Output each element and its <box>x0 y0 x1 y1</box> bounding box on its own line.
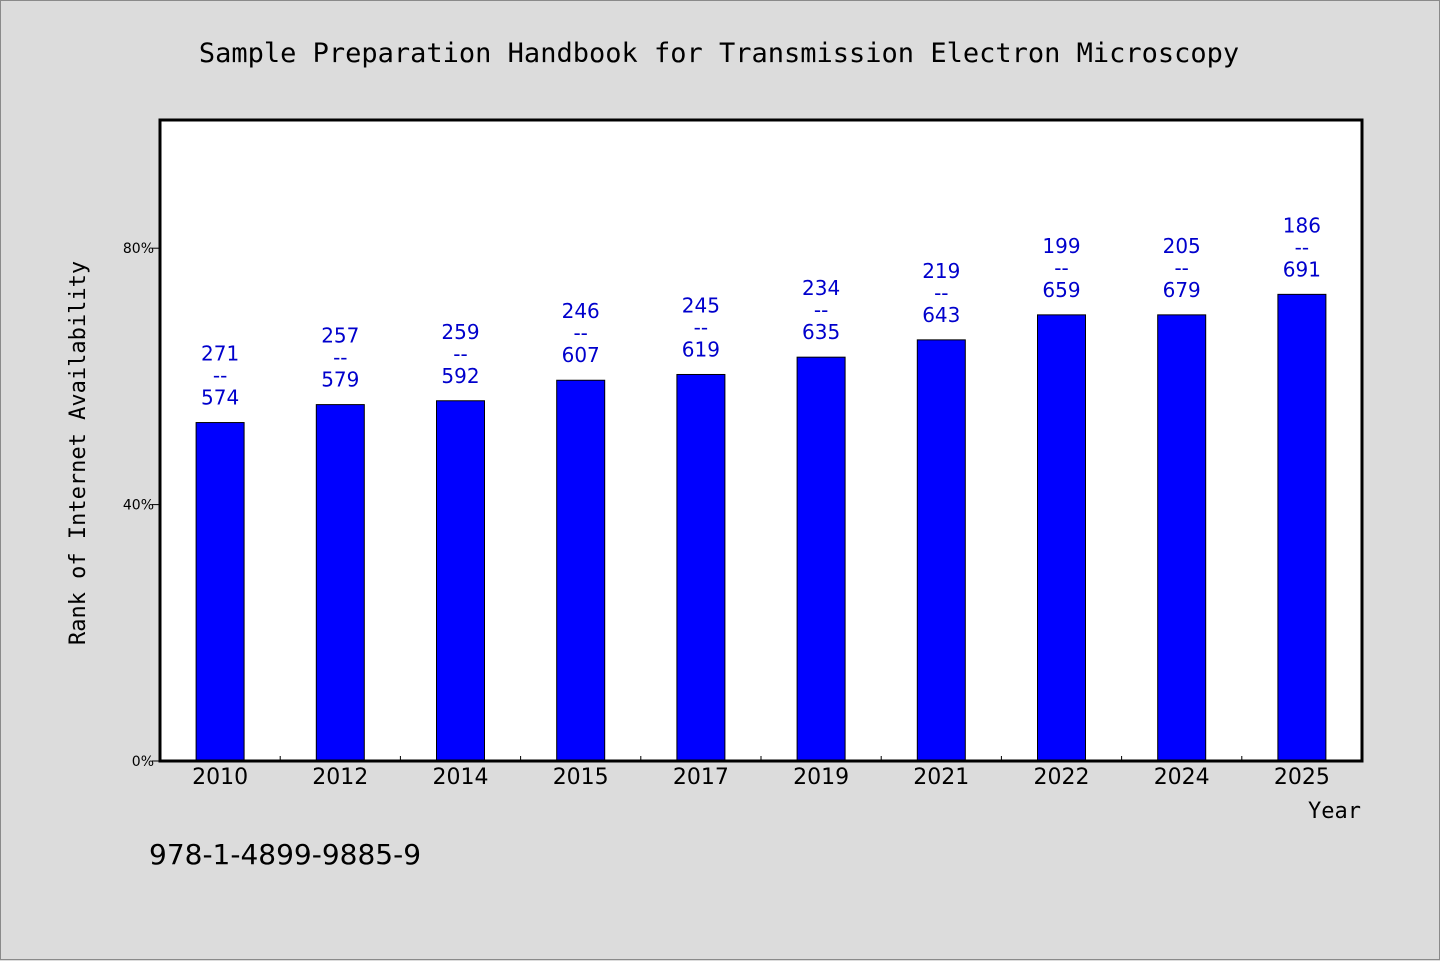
bar-label-2019-line-0: 234 <box>802 276 840 300</box>
x-tick-label-2010: 2010 <box>192 765 248 790</box>
bar-label-2010-line-1: -- <box>213 364 227 388</box>
bar-label-2012-line-1: -- <box>333 346 347 370</box>
bar-label-2010-line-2: 574 <box>201 386 239 410</box>
bar-label-2021-line-2: 643 <box>922 303 960 327</box>
chart-title: Sample Preparation Handbook for Transmis… <box>199 38 1239 69</box>
bar-label-2024-line-2: 679 <box>1163 278 1201 302</box>
bar-2022 <box>1037 314 1086 762</box>
isbn-text: 978-1-4899-9885-9 <box>149 838 421 871</box>
x-tick-label-2021: 2021 <box>913 765 969 790</box>
bar-label-2017-line-2: 619 <box>682 337 720 361</box>
plot-border <box>158 118 1364 763</box>
y-tick-label-2: 80% <box>123 241 154 257</box>
bar-2010 <box>195 422 245 762</box>
bar-2012 <box>315 404 365 762</box>
bar-2024 <box>1157 314 1207 762</box>
bar-label-2010-line-0: 271 <box>201 342 239 366</box>
bar-2019 <box>796 356 846 762</box>
bar-label-2019-line-1: -- <box>814 298 828 322</box>
bar-label-2025-line-2: 691 <box>1283 257 1321 281</box>
bar-label-2022-line-0: 199 <box>1042 234 1080 258</box>
bar-label-2021-line-0: 219 <box>922 259 960 283</box>
bar-label-2025-line-1: -- <box>1295 235 1309 259</box>
bar-2021 <box>916 339 966 762</box>
y-axis-label: Rank of Internet Availability <box>66 261 91 645</box>
bar-2017 <box>676 373 726 762</box>
x-tick-label-2019: 2019 <box>793 765 849 790</box>
bar-label-2022-line-1: -- <box>1054 256 1068 280</box>
x-tick-label-2015: 2015 <box>553 765 609 790</box>
y-tick-label-1: 40% <box>123 498 154 514</box>
bar-label-2012-line-0: 257 <box>321 324 359 348</box>
x-axis-label: Year <box>1308 799 1361 824</box>
bar-label-2021-line-1: -- <box>934 281 948 305</box>
bar-label-2015-line-1: -- <box>573 321 587 345</box>
bar-label-2024-line-1: -- <box>1174 256 1188 280</box>
bar-label-2015-line-0: 246 <box>562 299 600 323</box>
bar-label-2017-line-1: -- <box>694 315 708 339</box>
bar-labels-group: 271--574257--579259--592246--607245--619… <box>201 213 1321 409</box>
bar-label-2014-line-2: 592 <box>441 364 479 388</box>
bar-label-2019-line-2: 635 <box>802 320 840 344</box>
bar-label-2017-line-0: 245 <box>682 293 720 317</box>
x-tick-label-2017: 2017 <box>673 765 729 790</box>
x-tick-label-2025: 2025 <box>1274 765 1330 790</box>
y-axis-ticks: 0% 40% 80% <box>123 241 160 770</box>
x-tick-label-2022: 2022 <box>1034 765 1090 790</box>
y-tick-label-0: 0% <box>132 754 154 770</box>
x-tick-label-2012: 2012 <box>312 765 368 790</box>
bar-label-2022-line-2: 659 <box>1042 278 1080 302</box>
bar-label-2014-line-1: -- <box>453 342 467 366</box>
bar-label-2015-line-2: 607 <box>562 343 600 367</box>
bar-label-2014-line-0: 259 <box>441 320 479 344</box>
x-tick-label-2014: 2014 <box>433 765 489 790</box>
bar-label-2012-line-2: 579 <box>321 368 359 392</box>
bar-2025 <box>1277 293 1327 762</box>
x-tick-label-2024: 2024 <box>1154 765 1210 790</box>
bar-label-2025-line-0: 186 <box>1283 213 1321 237</box>
x-axis-ticks: 2010 2012 2014 2015 2017 2019 2021 2022 2024 2025 <box>192 756 1330 790</box>
bar-2015 <box>556 379 606 762</box>
bar-2014 <box>436 400 485 762</box>
bars-group <box>195 293 1327 762</box>
bar-label-2024-line-0: 205 <box>1163 234 1201 258</box>
